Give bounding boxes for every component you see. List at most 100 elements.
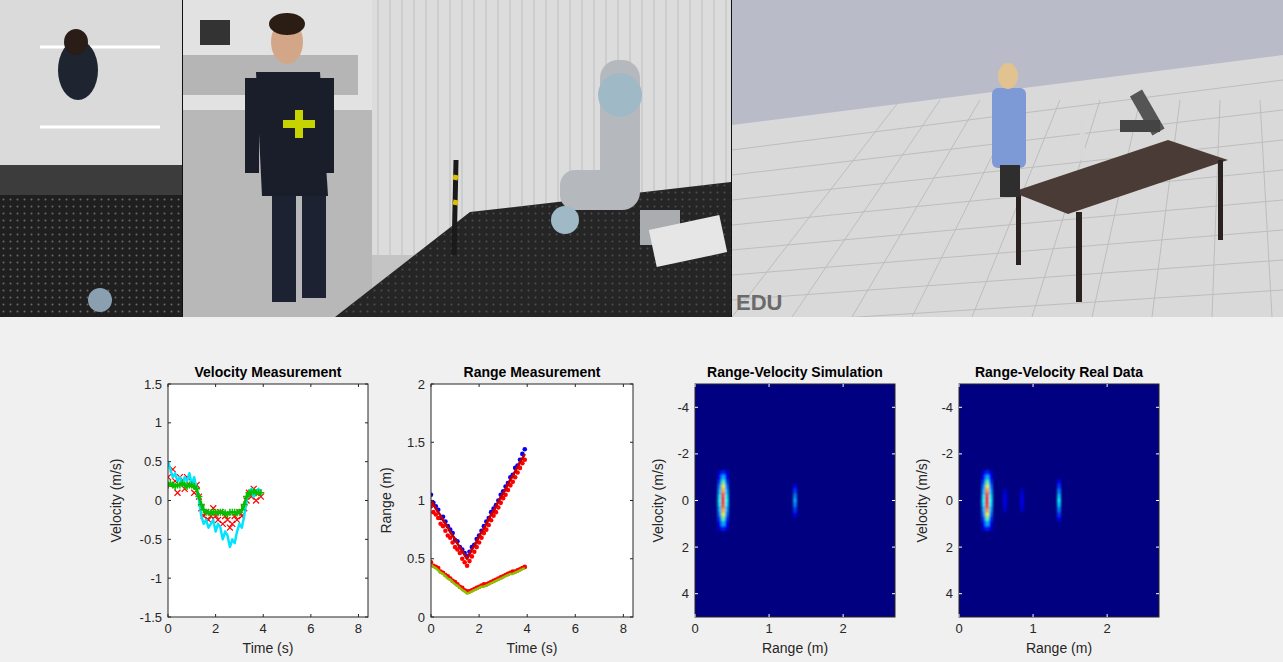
heat-cell: [725, 489, 729, 494]
y-tick-label: -2: [941, 446, 953, 461]
heat-cell: [985, 503, 989, 508]
chart: 0246800.511.52Range MeasurementTime (s)R…: [378, 364, 633, 656]
heat-cell: [985, 484, 989, 489]
axes-frame: [431, 384, 633, 617]
heat-cell: [718, 503, 722, 508]
heat-cell: [982, 480, 986, 485]
curtain-fold: [401, 0, 403, 255]
heat-cell: [1003, 503, 1007, 508]
y-tick-label: 2: [418, 377, 425, 392]
x-tick: [769, 384, 770, 617]
sim-table-leg: [1218, 160, 1223, 240]
y-tick-label: 0.5: [144, 454, 162, 469]
heat-cell: [725, 475, 729, 480]
ceiling-view: [0, 0, 182, 165]
y-tick-label: 2: [682, 540, 689, 555]
y-tick-label: 1.5: [407, 435, 425, 450]
heat-cell: [989, 475, 993, 480]
x-tick: [1033, 384, 1034, 617]
y-axis-label: Velocity (m/s): [108, 458, 124, 542]
heat-cell: [989, 489, 993, 494]
tile-line: [732, 100, 900, 317]
pole: [454, 160, 456, 255]
point: [215, 517, 221, 523]
heat-cell: [725, 470, 729, 475]
y-tick: [695, 593, 895, 594]
heat-cell: [718, 517, 722, 522]
cells: [982, 470, 1061, 531]
heat-cell: [989, 507, 993, 512]
heat-cell: [718, 498, 722, 503]
y-tick-label: 0: [155, 493, 162, 508]
heat-cell: [793, 489, 797, 494]
table-holes: [335, 182, 731, 317]
marker-tag: [295, 110, 303, 138]
curtain-fold: [425, 0, 427, 255]
x-tick-label: 8: [620, 621, 627, 636]
heat-cell: [721, 494, 725, 499]
sim-table: [1012, 140, 1228, 214]
y-tick-label: -2: [677, 446, 689, 461]
plot-area: [168, 384, 368, 617]
heat-cell: [985, 475, 989, 480]
curtain: [372, 0, 731, 255]
point: [241, 501, 248, 508]
curtain-fold: [437, 0, 439, 255]
heat-cell: [721, 512, 725, 517]
sim-floor: [732, 55, 1283, 317]
chart-background: [0, 317, 1283, 662]
point: [257, 489, 264, 496]
data-group: [431, 447, 527, 594]
x-axis-label: Range (m): [1026, 640, 1092, 656]
heat-cell: [721, 470, 725, 475]
heat-cell: [718, 475, 722, 480]
cells: [718, 470, 797, 531]
series-line: [168, 483, 261, 514]
heat-cell: [982, 470, 986, 475]
heat-cell: [793, 503, 797, 508]
series-line: [431, 565, 525, 594]
heat-cell: [721, 498, 725, 503]
separator: [731, 0, 732, 317]
curtain-fold: [377, 0, 379, 255]
chart: 02468-1.5-1-0.500.511.5Velocity Measurem…: [108, 364, 368, 656]
point: [443, 528, 448, 533]
y-tick: [168, 617, 368, 618]
y-tick: [959, 547, 1159, 548]
heat-cell: [1020, 507, 1024, 512]
heat-cell: [985, 526, 989, 531]
x-axis-label: Range (m): [762, 640, 828, 656]
heat-cell: [989, 480, 993, 485]
robot-joint: [598, 73, 642, 117]
heat-cell: [1057, 507, 1061, 512]
x-tick: [358, 384, 359, 617]
y-tick: [168, 539, 368, 540]
y-tick: [695, 547, 895, 548]
x-tick-label: 2: [840, 621, 847, 636]
heat-cell: [1057, 480, 1061, 485]
y-tick: [431, 442, 633, 443]
page: EDU02468-1.5-1-0.500.511.5Velocity Measu…: [0, 0, 1283, 662]
sim-robot: [1120, 120, 1160, 132]
y-tick: [431, 617, 633, 618]
heat-cell: [793, 494, 797, 499]
y-tick: [431, 384, 633, 385]
y-tick-label: 1: [155, 415, 162, 430]
y-tick: [168, 500, 368, 501]
heat-cell: [725, 484, 729, 489]
heat-cell: [1003, 507, 1007, 512]
curtain-fold: [449, 0, 451, 255]
heat-cell: [985, 470, 989, 475]
sim-table-leg: [1076, 212, 1082, 302]
heat-cell: [985, 489, 989, 494]
heat-cell: [1020, 498, 1024, 503]
heat-cell: [725, 512, 729, 517]
x-tick-label: 6: [572, 621, 579, 636]
x-tick-label: 2: [1104, 621, 1111, 636]
y-tick-label: 0: [946, 493, 953, 508]
arm: [245, 78, 259, 173]
chart-title: Range Measurement: [464, 364, 601, 380]
y-tick-label: 4: [682, 586, 689, 601]
heat-cell: [718, 494, 722, 499]
x-tick-label: 2: [212, 621, 219, 636]
